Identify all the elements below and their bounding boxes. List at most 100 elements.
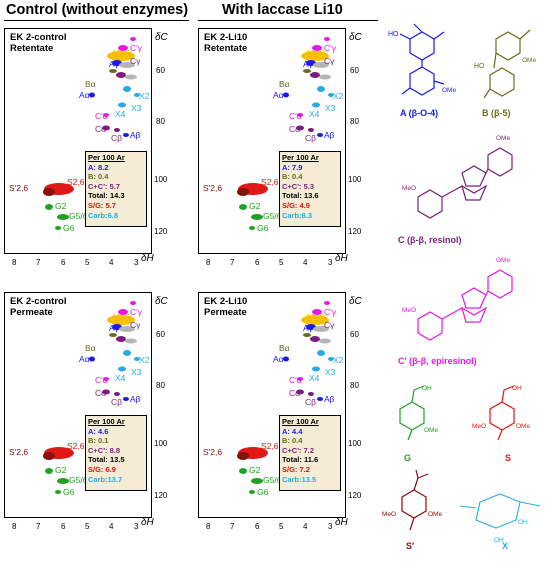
peak-label-ba: Bα	[85, 79, 96, 89]
peak-label-aa: Aα	[273, 354, 284, 364]
peak-label-x3: X3	[131, 103, 142, 113]
peak-label-cpg: C′γ	[130, 43, 142, 53]
peak-label-cb: Cβ	[305, 133, 317, 143]
x-tick: 3	[134, 258, 139, 267]
x-tick: 6	[61, 522, 66, 531]
peak-label-g2: G2	[55, 201, 67, 211]
x-tick: 6	[255, 258, 260, 267]
stats-box: Per 100 Ar A: 4.6 B: 0.1 C+C′: 8.8 Total…	[85, 415, 147, 491]
peak-label-g6: G6	[257, 487, 269, 497]
svg-text:MeO: MeO	[402, 307, 416, 314]
stats-sg: S/G: 6.9	[88, 464, 116, 474]
y-tick: 100	[154, 439, 168, 448]
structure-Cp-icon: OMe MeO	[402, 257, 513, 341]
peak-label-cpa: C′α	[289, 111, 302, 121]
y-axis-label: δC	[155, 296, 168, 307]
peak-label-aa: Aα	[79, 90, 90, 100]
peak-label-g2: G2	[249, 465, 261, 475]
svg-text:MeO: MeO	[472, 423, 486, 430]
peak-label-g6: G6	[63, 487, 75, 497]
y-tick: 60	[156, 66, 165, 75]
x-tick: 6	[61, 258, 66, 267]
x-tick: 6	[255, 522, 260, 531]
stats-a: A: 7.9	[282, 162, 303, 172]
y-axis-label: δC	[349, 32, 362, 43]
y-tick: 80	[156, 117, 165, 126]
structure-C-label: C (β-β, resinol)	[398, 235, 462, 245]
peak-label-ba: Bα	[85, 343, 96, 353]
y-tick: 120	[348, 491, 362, 500]
x-tick: 7	[36, 522, 41, 531]
stats-a: A: 4.4	[282, 426, 303, 436]
svg-text:OMe: OMe	[428, 511, 442, 518]
x-axis-label: δH	[141, 517, 154, 528]
peak-label-sp26: S′2,6	[203, 447, 223, 457]
y-tick: 100	[348, 175, 362, 184]
peak-label-meo: MeO	[113, 48, 132, 58]
peak-label-x2: X2	[333, 91, 344, 101]
peak-label-cg: Cγ	[324, 320, 335, 330]
stats-header: Per 100 Ar	[88, 417, 125, 426]
peak-label-cpg: C′γ	[324, 307, 336, 317]
peak-label-sp26: S′2,6	[9, 183, 29, 193]
x-tick: 7	[36, 258, 41, 267]
stats-total: Total: 14.3	[88, 191, 125, 201]
stats-b: B: 0.1	[88, 436, 109, 446]
x-tick: 8	[206, 258, 211, 267]
peak-label-meo: MeO	[307, 312, 326, 322]
peak-label-g56: G5/6	[263, 475, 282, 485]
structure-B-icon: HO OMe	[474, 29, 536, 99]
stats-sg: S/G: 5.7	[88, 200, 116, 210]
header-laccase-underline	[198, 20, 378, 21]
peak-label-cpg: C′γ	[324, 43, 336, 53]
structure-C-icon: OMe MeO	[402, 135, 513, 219]
x-tick: 8	[12, 258, 17, 267]
peak-label-sp26: S′2,6	[9, 447, 29, 457]
y-tick: 60	[350, 330, 359, 339]
y-tick: 120	[154, 491, 168, 500]
structure-Sp-icon: MeO OMe	[382, 469, 442, 531]
peak-label-x2: X2	[139, 355, 150, 365]
peak-label-x2: X2	[333, 355, 344, 365]
y-axis-label: δC	[349, 296, 362, 307]
x-tick: 5	[279, 258, 284, 267]
spectrum-peaks	[43, 301, 140, 494]
peak-label-ca: Cα	[95, 388, 107, 398]
peak-label-ba: Bα	[279, 343, 290, 353]
stats-cc: C+C′: 8.8	[88, 445, 121, 455]
peak-label-x3: X3	[131, 367, 142, 377]
x-tick: 4	[109, 522, 114, 531]
x-tick: 5	[85, 522, 90, 531]
peak-label-aa: Aα	[79, 354, 90, 364]
stats-header: Per 100 Ar	[282, 417, 319, 426]
stats-carb: Carb:13.7	[88, 474, 123, 484]
peak-label-x4: X4	[115, 373, 126, 383]
svg-text:OH: OH	[494, 537, 504, 544]
peak-label-g6: G6	[63, 223, 75, 233]
stats-sg: S/G: 4.9	[282, 200, 310, 210]
svg-text:OH: OH	[422, 385, 432, 392]
header-laccase: With laccase Li10	[222, 2, 343, 18]
peak-label-ag: Aγ	[109, 59, 119, 69]
peak-label-s26: S2,6	[261, 177, 279, 187]
peak-label-x4: X4	[115, 109, 126, 119]
stats-header: Per 100 Ar	[88, 153, 125, 162]
structure-Cp-label: C′ (β-β, epiresinol)	[398, 356, 477, 366]
x-tick: 3	[134, 522, 139, 531]
peak-label-g56: G5/6	[69, 475, 88, 485]
panel-title: EK 2-control Permeate	[10, 296, 67, 318]
peak-label-x4: X4	[309, 109, 320, 119]
stats-a: A: 8.2	[88, 162, 109, 172]
panel-title: EK 2-Li10 Permeate	[204, 296, 248, 318]
y-axis-label: δC	[155, 32, 168, 43]
y-tick: 60	[350, 66, 359, 75]
stats-cc: C+C′: 7.2	[282, 445, 315, 455]
hsqc-panel: EK 2-Li10 Permeate MeO C′γ	[198, 292, 362, 531]
stats-total: Total: 13.6	[282, 191, 319, 201]
stats-carb: Carb:6.8	[88, 210, 119, 220]
peak-label-ag: Aγ	[303, 323, 313, 333]
svg-text:HO: HO	[474, 63, 485, 70]
peak-label-ca: Cα	[289, 388, 301, 398]
peak-label-ab: Aβ	[130, 130, 141, 140]
stats-box: Per 100 Ar A: 7.9 B: 0.4 C+C′: 5.3 Total…	[279, 151, 341, 227]
